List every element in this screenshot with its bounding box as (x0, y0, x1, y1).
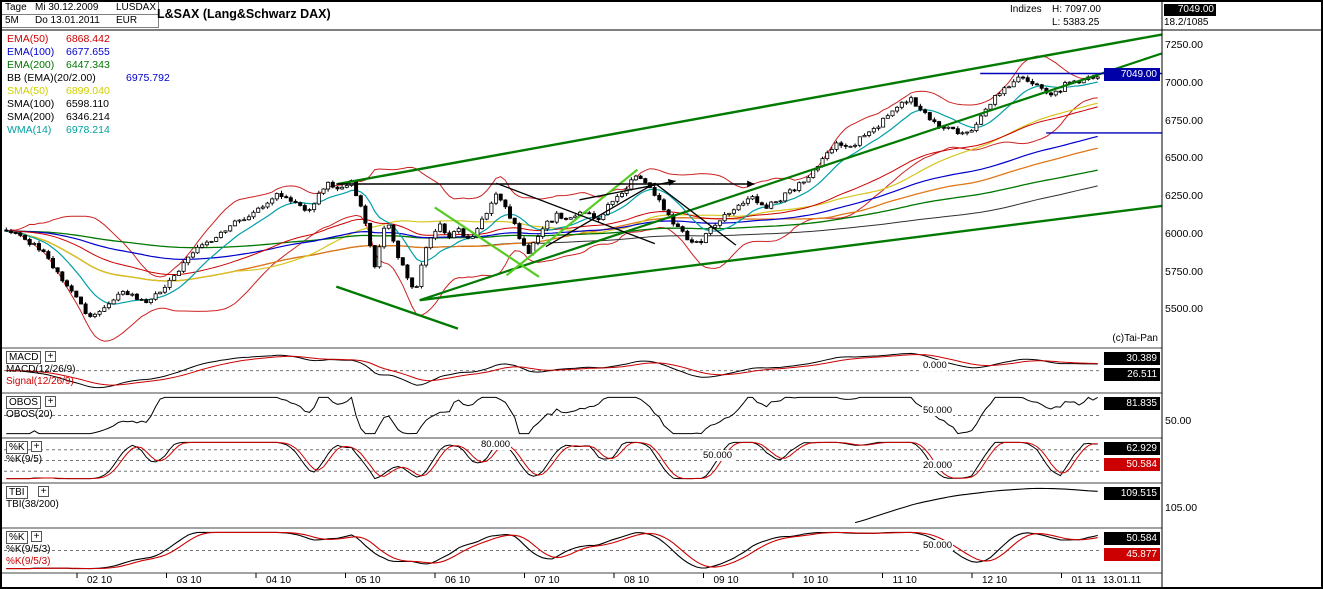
chart-title: L&SAX (Lang&Schwarz DAX) (157, 7, 331, 21)
panel-param-label: OBOS(20) (6, 409, 53, 420)
timeframe-cell[interactable]: Tage (2, 2, 35, 15)
panel-expand-icon[interactable]: + (31, 441, 42, 452)
header-bar: Tage Mi 30.12.2009 LUSDAX 5M Do 13.01.20… (2, 2, 1321, 30)
legend-value: 6975.792 (126, 72, 170, 84)
panel-button-obos[interactable]: OBOS (6, 396, 41, 409)
panel-button-tbi[interactable]: TBI (6, 486, 28, 499)
date-label: 10 10 (803, 575, 829, 586)
legend-value: 6598.110 (66, 98, 110, 110)
panel-value-box: 45.877 (1104, 548, 1160, 561)
panel-gridline-label: 80.000 (480, 438, 512, 450)
price-axis-label: 6500.00 (1165, 152, 1203, 165)
date-label: 12 10 (982, 575, 1008, 586)
date-label: 09 10 (713, 575, 739, 586)
price-axis-label: 6000.00 (1165, 227, 1203, 240)
panel-param-label: %K(9/5/3) (6, 556, 51, 567)
legend-value: 6346.214 (66, 111, 110, 123)
panel-gridline-label: 50.000 (922, 539, 954, 551)
date-label: 07 10 (534, 575, 560, 586)
date-label: 11 10 (892, 575, 917, 586)
start-date-cell[interactable]: Mi 30.12.2009 (32, 2, 116, 15)
legend-label: EMA(200) (7, 59, 55, 71)
legend-label: BB (EMA)(20/2.00) (7, 72, 96, 84)
date-label: 02 10 (87, 575, 113, 586)
legend-value: 6978.214 (66, 124, 110, 136)
panel-expand-icon[interactable]: + (45, 396, 56, 407)
legend-label: SMA(100) (7, 98, 55, 110)
date-dash: - (1092, 575, 1096, 586)
end-date-label: 13.01.11 (1103, 575, 1142, 586)
panel-value-box: 30.389 (1104, 352, 1160, 365)
panel-expand-icon[interactable]: + (38, 486, 49, 497)
copyright-label: (c)Tai-Pan (1112, 333, 1158, 344)
panel-param-label: %K(9/5) (6, 454, 43, 465)
legend-value: 6868.442 (66, 33, 110, 45)
panel-param-label: Signal(12/26/9) (6, 376, 74, 387)
panel-value-box: 109.515 (1104, 487, 1160, 500)
date-label: 08 10 (624, 575, 650, 586)
price-axis-label: 5500.00 (1165, 303, 1203, 316)
panel-gridline-label: 50.000 (922, 404, 954, 416)
price-axis-label: 6250.00 (1165, 190, 1203, 203)
index-group-label: Indizes (1010, 4, 1042, 15)
legend-value: 6677.655 (66, 46, 110, 58)
panel-gridline-label: 20.000 (922, 460, 954, 472)
panel-value-box: 26.511 (1104, 368, 1160, 381)
panel-button-k1[interactable]: %K (6, 441, 28, 454)
panel-axis-label: 50.00 (1165, 415, 1192, 427)
panel-gridline-label: 50.000 (702, 449, 734, 461)
panel-param-label: %K(9/5/3) (6, 544, 51, 555)
legend-label: SMA(200) (7, 111, 55, 123)
panel-axis-label: 105.00 (1165, 502, 1198, 514)
panel-param-label: MACD(12/26/9) (6, 364, 76, 375)
panel-expand-icon[interactable]: + (31, 531, 42, 542)
date-label: 04 10 (266, 575, 292, 586)
panel-value-box: 50.584 (1104, 532, 1160, 545)
legend-value: 6899.040 (66, 85, 110, 97)
panel-button-macd[interactable]: MACD (6, 351, 42, 364)
panel-gridline-label: 0.000 (922, 359, 948, 371)
panel-value-box: 62.929 (1104, 442, 1160, 455)
panel-button-k2[interactable]: %K (6, 531, 28, 544)
legend-label: WMA(14) (7, 124, 52, 136)
panel-param-label: TBI(38/200) (6, 499, 59, 510)
date-label: 06 10 (445, 575, 471, 586)
corner-sub-value: 18.2/1085 (1164, 17, 1209, 28)
panel-value-box: 50.584 (1104, 458, 1160, 471)
price-axis-label: 7250.00 (1165, 39, 1203, 52)
symbol-cell[interactable]: LUSDAX (113, 2, 159, 15)
last-price-box: 7049.00 (1104, 68, 1160, 82)
currency-cell[interactable]: EUR (113, 15, 159, 28)
legend-label: EMA(100) (7, 46, 55, 58)
date-label: 03 10 (176, 575, 202, 586)
price-axis-label: 5750.00 (1165, 265, 1203, 278)
end-date-cell[interactable]: Do 13.01.2011 (32, 15, 116, 28)
legend-label: SMA(50) (7, 85, 49, 97)
period-low-label: L: 5383.25 (1052, 17, 1100, 28)
price-axis-label: 7000.00 (1165, 76, 1203, 89)
period-high-label: H: 7097.00 (1052, 4, 1101, 15)
corner-last-price: 7049.00 (1164, 4, 1216, 16)
price-axis-label: 6750.00 (1165, 114, 1203, 127)
subperiod-cell[interactable]: 5M (2, 15, 35, 28)
legend-label: EMA(50) (7, 33, 49, 45)
panel-expand-icon[interactable]: + (45, 351, 56, 362)
panel-value-box: 81.835 (1104, 397, 1160, 410)
date-label: 01 11 (1071, 575, 1096, 586)
legend-value: 6447.343 (66, 59, 110, 71)
date-label: 05 10 (355, 575, 381, 586)
